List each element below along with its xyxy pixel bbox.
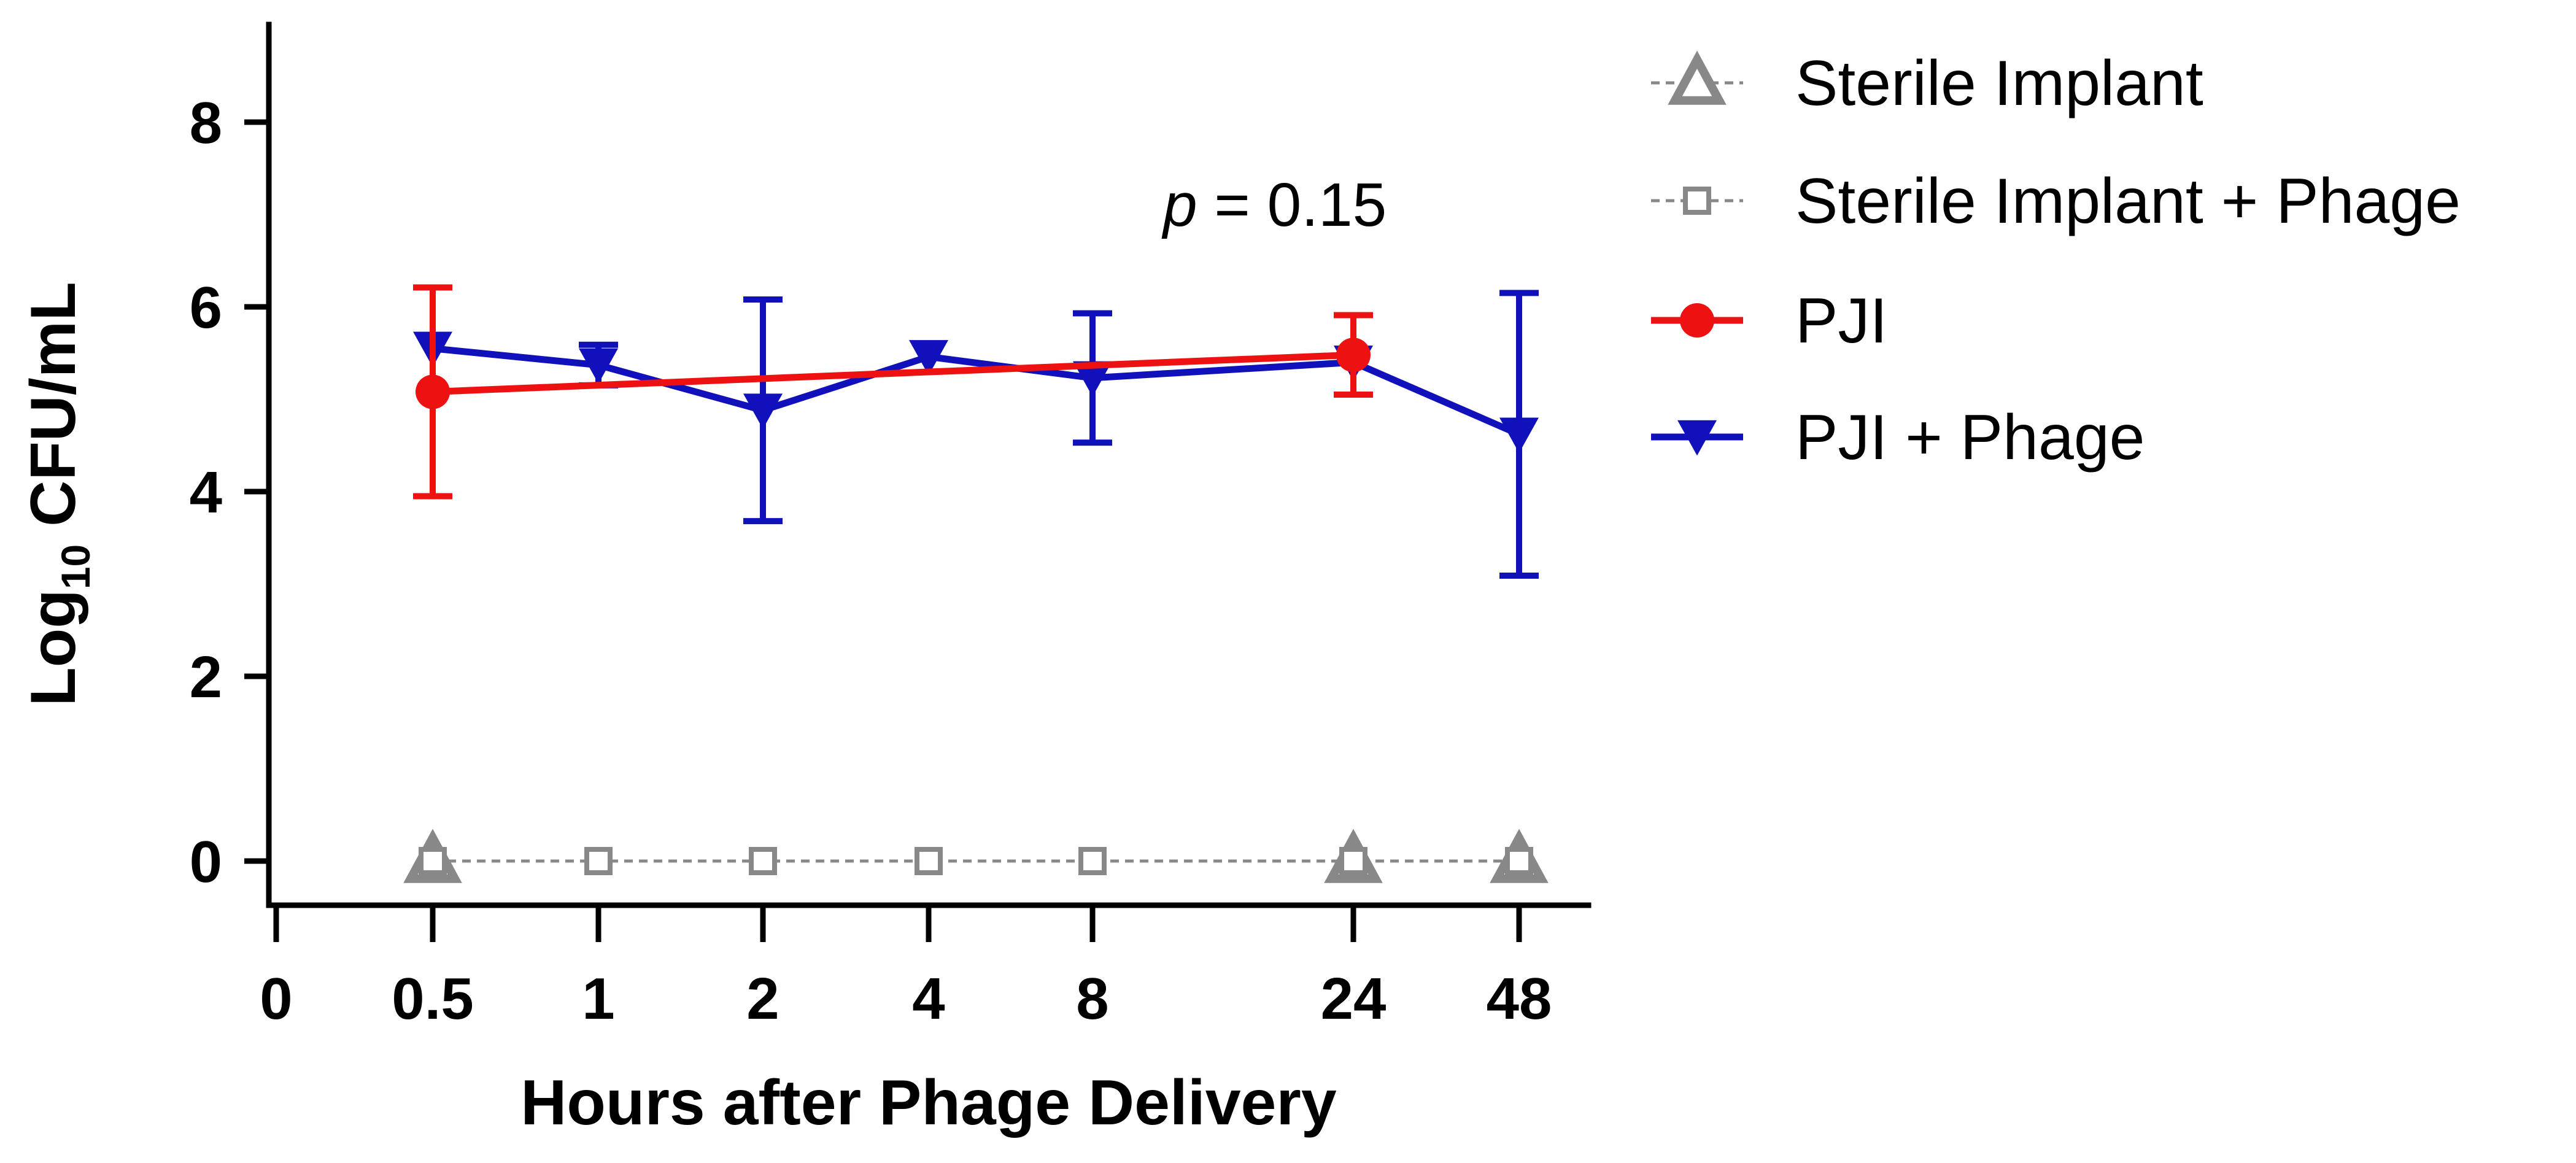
series-pji-phage — [413, 290, 1539, 579]
point-sterile-implant-phage-4 — [915, 847, 943, 875]
legend-item-sterile-implant-phage: Sterile Implant + Phage — [1651, 166, 2461, 237]
x-tick-label-0.5: 0.5 — [392, 966, 473, 1032]
point-sterile-implant-phage-0.5 — [419, 847, 447, 875]
legend-label-sterile-implant: Sterile Implant — [1795, 48, 2203, 119]
x-tick-label-48: 48 — [1487, 966, 1552, 1032]
point-pji-phage-48 — [1499, 417, 1539, 454]
point-sterile-implant-phage-48 — [1505, 847, 1533, 875]
legend-marker-sterile-implant-phage — [1683, 187, 1711, 215]
legend-item-pji: PJI — [1651, 285, 1887, 357]
y-ticks: 0 2 4 6 8 — [190, 90, 269, 895]
y-tick-label-0: 0 — [190, 829, 222, 895]
series-pji — [413, 284, 1373, 500]
series-sterile-implant — [403, 829, 1549, 883]
y-tick-label-6: 6 — [190, 275, 222, 341]
series-line-pji — [432, 351, 1354, 395]
p-value-annotation: p = 0.15 — [1161, 171, 1387, 239]
point-sterile-implant-phage-2 — [749, 847, 777, 875]
point-pji-0.5 — [416, 374, 450, 409]
p-symbol: p — [1161, 171, 1197, 239]
legend-label-pji: PJI — [1795, 285, 1887, 357]
point-pji-phage-1 — [579, 348, 618, 384]
legend-label-sterile-implant-phage: Sterile Implant + Phage — [1795, 166, 2461, 237]
point-sterile-implant-phage-1 — [584, 847, 613, 875]
y-axis-title: Log10 CFU/mL — [18, 282, 98, 706]
x-axis-title: Hours after Phage Delivery — [520, 1067, 1337, 1138]
series-layer — [403, 284, 1549, 883]
y-axis-title-subscript: 10 — [53, 544, 98, 589]
y-tick-label-4: 4 — [190, 460, 222, 525]
legend-marker-sterile-implant — [1668, 50, 1727, 105]
series-sterile-implant-phage — [419, 847, 1533, 875]
x-tick-label-4: 4 — [912, 966, 945, 1032]
x-tick-label-2: 2 — [746, 966, 779, 1032]
point-pji-phage-4 — [909, 340, 948, 376]
y-axis-title-main: Log — [18, 589, 89, 706]
point-pji-24 — [1336, 338, 1371, 373]
x-tick-label-8: 8 — [1076, 966, 1108, 1032]
legend-marker-pji — [1680, 303, 1714, 338]
legend-marker-pji-phage — [1677, 420, 1717, 456]
p-value-text: = 0.15 — [1197, 171, 1387, 239]
legend: Sterile Implant Sterile Implant + Phage PJ… — [1651, 48, 2461, 473]
x-ticks: 0 0.5 1 2 4 8 24 48 — [260, 905, 1552, 1032]
y-tick-label-8: 8 — [190, 90, 222, 156]
point-pji-phage-8 — [1073, 361, 1112, 397]
legend-item-pji-phage: PJI + Phage — [1651, 402, 2145, 473]
legend-item-sterile-implant: Sterile Implant — [1651, 48, 2203, 119]
x-tick-label-24: 24 — [1321, 966, 1387, 1032]
axes — [266, 21, 1592, 908]
y-tick-label-2: 2 — [190, 644, 222, 710]
x-tick-label-0: 0 — [260, 966, 292, 1032]
point-sterile-implant-phage-8 — [1078, 847, 1107, 875]
y-axis-title-rest: CFU/mL — [18, 282, 89, 544]
point-sterile-implant-phage-24 — [1339, 847, 1367, 875]
x-tick-label-1: 1 — [582, 966, 614, 1032]
y-axis-title-text: Log10 CFU/mL — [18, 282, 98, 706]
point-pji-phage-2 — [743, 393, 783, 429]
legend-label-pji-phage: PJI + Phage — [1795, 402, 2145, 473]
